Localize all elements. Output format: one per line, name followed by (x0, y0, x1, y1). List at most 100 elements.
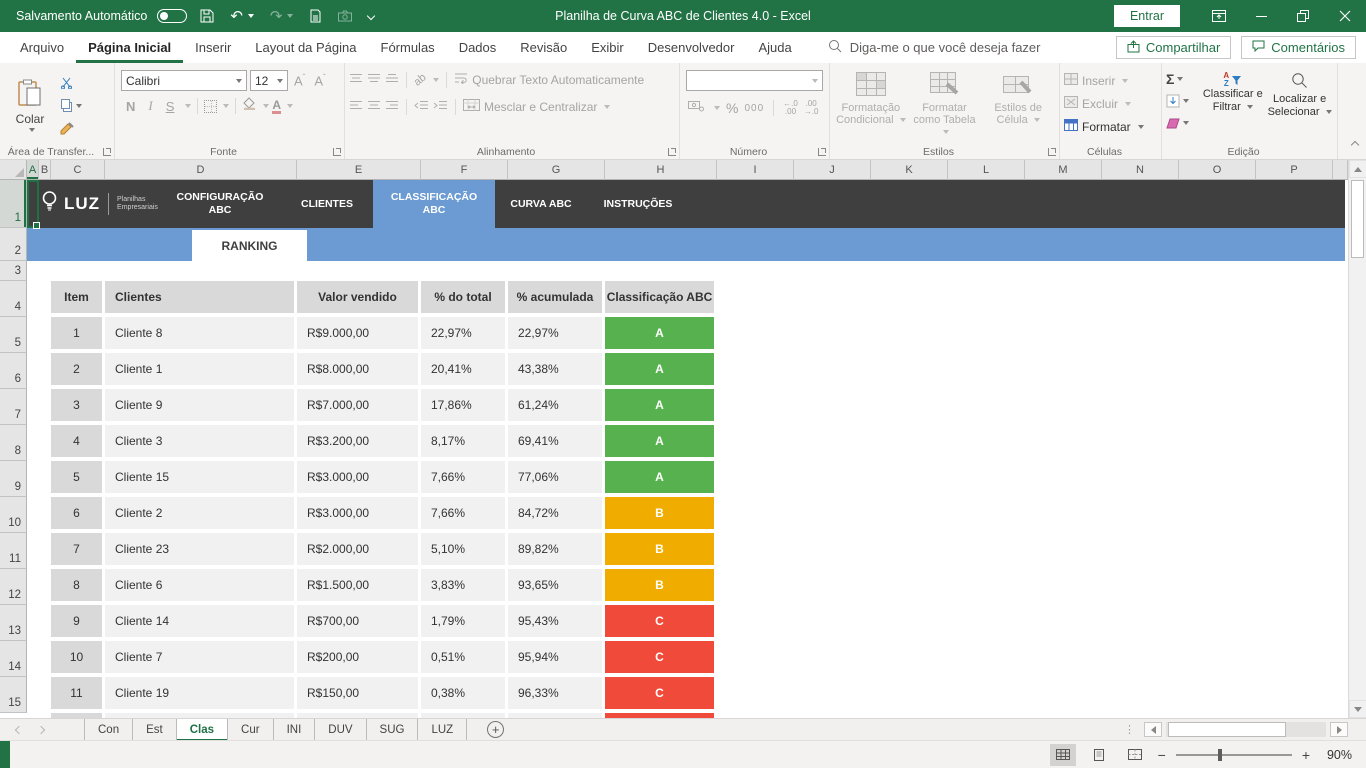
ribbon-tab-f-rmulas[interactable]: Fórmulas (369, 32, 447, 63)
tab-splitter-handle[interactable]: ⋮ (1124, 723, 1134, 736)
normal-view-button[interactable] (1050, 744, 1076, 766)
ribbon-tab-p-gina-inicial[interactable]: Página Inicial (76, 32, 183, 63)
nav-tab-classifica-o-abc[interactable]: CLASSIFICAÇÃO ABC (373, 180, 495, 228)
column-header-g[interactable]: G (508, 160, 605, 180)
ribbon-tab-inserir[interactable]: Inserir (183, 32, 243, 63)
restore-button[interactable] (1282, 0, 1324, 32)
row-header-10[interactable]: 10 (0, 497, 27, 533)
row-header-3[interactable]: 3 (0, 261, 27, 281)
zoom-slider-thumb[interactable] (1218, 749, 1222, 761)
ribbon-tab-desenvolvedor[interactable]: Desenvolvedor (636, 32, 747, 63)
nav-tab-curva-abc[interactable]: CURVA ABC (495, 180, 587, 228)
scroll-right-arrow[interactable] (1330, 722, 1348, 737)
row-header-1[interactable]: 1 (0, 180, 27, 228)
sort-filter-button[interactable]: AZ Classificar e Filtrar (1199, 68, 1266, 143)
collapse-ribbon-icon[interactable] (1352, 135, 1358, 153)
sheet-tab-est[interactable]: Est (133, 719, 177, 741)
format-cells-button[interactable]: Formatar (1064, 117, 1157, 136)
row-header-4[interactable]: 4 (0, 281, 27, 317)
scroll-up-arrow[interactable] (1349, 160, 1366, 178)
format-painter-icon[interactable] (60, 121, 82, 137)
comments-button[interactable]: Comentários (1241, 36, 1356, 59)
sheet-tab-duv[interactable]: DUV (315, 719, 366, 741)
vertical-scrollbar[interactable] (1348, 160, 1366, 718)
nav-tab-configura-o-abc[interactable]: CONFIGURAÇÃO ABC (159, 180, 281, 228)
column-header-j[interactable]: J (794, 160, 871, 180)
undo-icon[interactable]: ↶ (227, 9, 257, 24)
row-header-13[interactable]: 13 (0, 605, 27, 641)
fill-button[interactable] (1166, 92, 1199, 110)
ribbon-display-options-button[interactable] (1198, 0, 1240, 32)
sign-in-button[interactable]: Entrar (1114, 5, 1180, 27)
alignment-dialog-launcher[interactable] (668, 148, 676, 156)
font-name-select[interactable]: Calibri (121, 70, 247, 91)
sheet-tab-clas[interactable]: Clas (177, 719, 228, 741)
column-header-c[interactable]: C (51, 160, 105, 180)
row-header-14[interactable]: 14 (0, 641, 27, 677)
add-sheet-button[interactable]: + (487, 721, 504, 738)
page-break-view-button[interactable] (1122, 744, 1148, 766)
sheet-tab-con[interactable]: Con (85, 719, 133, 741)
minimize-button[interactable] (1240, 0, 1282, 32)
ribbon-tab-dados[interactable]: Dados (447, 32, 509, 63)
row-header-6[interactable]: 6 (0, 353, 27, 389)
autosave-toggle[interactable] (157, 9, 187, 23)
ribbon-tab-layout-da-p-gina[interactable]: Layout da Página (243, 32, 368, 63)
row-header-9[interactable]: 9 (0, 461, 27, 497)
quick-access-menu-icon[interactable] (365, 13, 377, 19)
vertical-scroll-thumb[interactable] (1351, 180, 1364, 258)
font-size-select[interactable]: 12 (250, 70, 288, 91)
column-header-k[interactable]: K (871, 160, 948, 180)
column-header-i[interactable]: I (717, 160, 794, 180)
autosum-button[interactable]: Σ (1166, 70, 1199, 88)
column-header-a[interactable]: A (27, 160, 39, 180)
print-preview-icon[interactable] (306, 9, 325, 23)
copy-button[interactable] (60, 98, 82, 114)
close-icon[interactable] (1324, 0, 1366, 32)
save-icon[interactable] (197, 9, 217, 23)
select-all-corner[interactable] (0, 160, 27, 180)
row-header-7[interactable]: 7 (0, 389, 27, 425)
column-header-n[interactable]: N (1102, 160, 1179, 180)
row-header-8[interactable]: 8 (0, 425, 27, 461)
column-header-h[interactable]: H (605, 160, 717, 180)
sheet-tab-sug[interactable]: SUG (367, 719, 419, 741)
row-header-15[interactable]: 15 (0, 677, 27, 713)
row-header-12[interactable]: 12 (0, 569, 27, 605)
zoom-out-button[interactable]: − (1158, 747, 1166, 763)
find-select-button[interactable]: Localizar e Selecionar (1266, 68, 1333, 143)
column-header-m[interactable]: M (1025, 160, 1102, 180)
page-layout-view-button[interactable] (1086, 744, 1112, 766)
scroll-left-arrow[interactable] (1144, 722, 1162, 737)
share-button[interactable]: Compartilhar (1116, 36, 1231, 59)
zoom-level[interactable]: 90% (1320, 748, 1352, 762)
sheet-tab-luz[interactable]: LUZ (418, 719, 467, 741)
column-header-l[interactable]: L (948, 160, 1025, 180)
column-header-p[interactable]: P (1256, 160, 1333, 180)
ribbon-tab-arquivo[interactable]: Arquivo (8, 32, 76, 63)
number-dialog-launcher[interactable] (818, 148, 826, 156)
ranking-tab[interactable]: RANKING (192, 230, 307, 261)
row-header-5[interactable]: 5 (0, 317, 27, 353)
number-format-select[interactable] (686, 70, 823, 91)
font-dialog-launcher[interactable] (333, 148, 341, 156)
sheet-tab-cur[interactable]: Cur (228, 719, 274, 741)
column-header-f[interactable]: F (421, 160, 508, 180)
row-header-11[interactable]: 11 (0, 533, 27, 569)
ribbon-tab-exibir[interactable]: Exibir (579, 32, 636, 63)
horizontal-scrollbar[interactable] (1144, 722, 1348, 737)
sheet-prev-arrow[interactable] (15, 725, 23, 733)
scroll-down-arrow[interactable] (1349, 700, 1366, 718)
sheet-next-arrow[interactable] (37, 725, 45, 733)
nav-tab-instru-es[interactable]: INSTRUÇÕES (587, 180, 689, 228)
ribbon-tab-revis-o[interactable]: Revisão (508, 32, 579, 63)
styles-dialog-launcher[interactable] (1048, 148, 1056, 156)
horizontal-scroll-thumb[interactable] (1168, 722, 1286, 737)
ribbon-tab-ajuda[interactable]: Ajuda (746, 32, 803, 63)
zoom-slider[interactable] (1176, 748, 1292, 762)
clipboard-dialog-launcher[interactable] (103, 148, 111, 156)
column-header-o[interactable]: O (1179, 160, 1256, 180)
sheet-tab-ini[interactable]: INI (274, 719, 316, 741)
column-header-d[interactable]: D (105, 160, 297, 180)
row-header-2[interactable]: 2 (0, 228, 27, 261)
